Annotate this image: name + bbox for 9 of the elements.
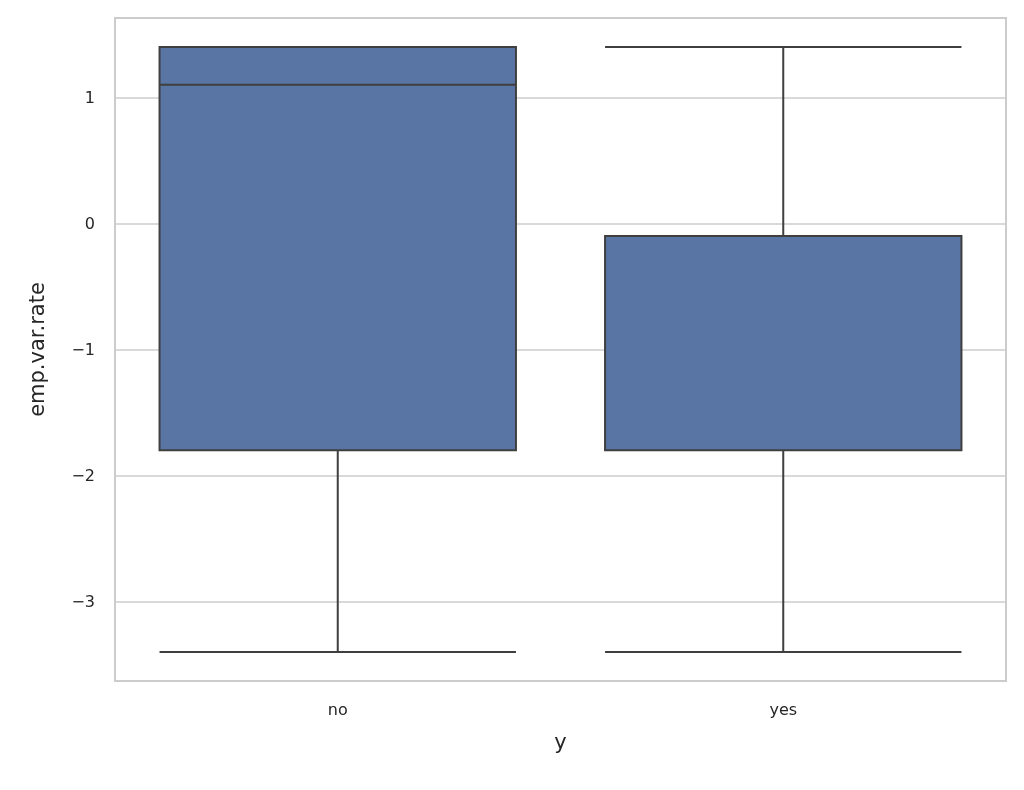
x-tick-label: no xyxy=(327,699,348,719)
y-tick-label: 0 xyxy=(84,213,95,233)
y-tick-label: −3 xyxy=(71,592,95,612)
y-tick-label: −2 xyxy=(71,466,95,486)
y-axis-title: emp.var.rate xyxy=(24,282,49,417)
y-tick-label: 1 xyxy=(84,87,95,107)
x-axis-title: y xyxy=(554,729,567,754)
x-tick-label: yes xyxy=(769,699,798,719)
y-tick-label: −1 xyxy=(71,340,95,359)
